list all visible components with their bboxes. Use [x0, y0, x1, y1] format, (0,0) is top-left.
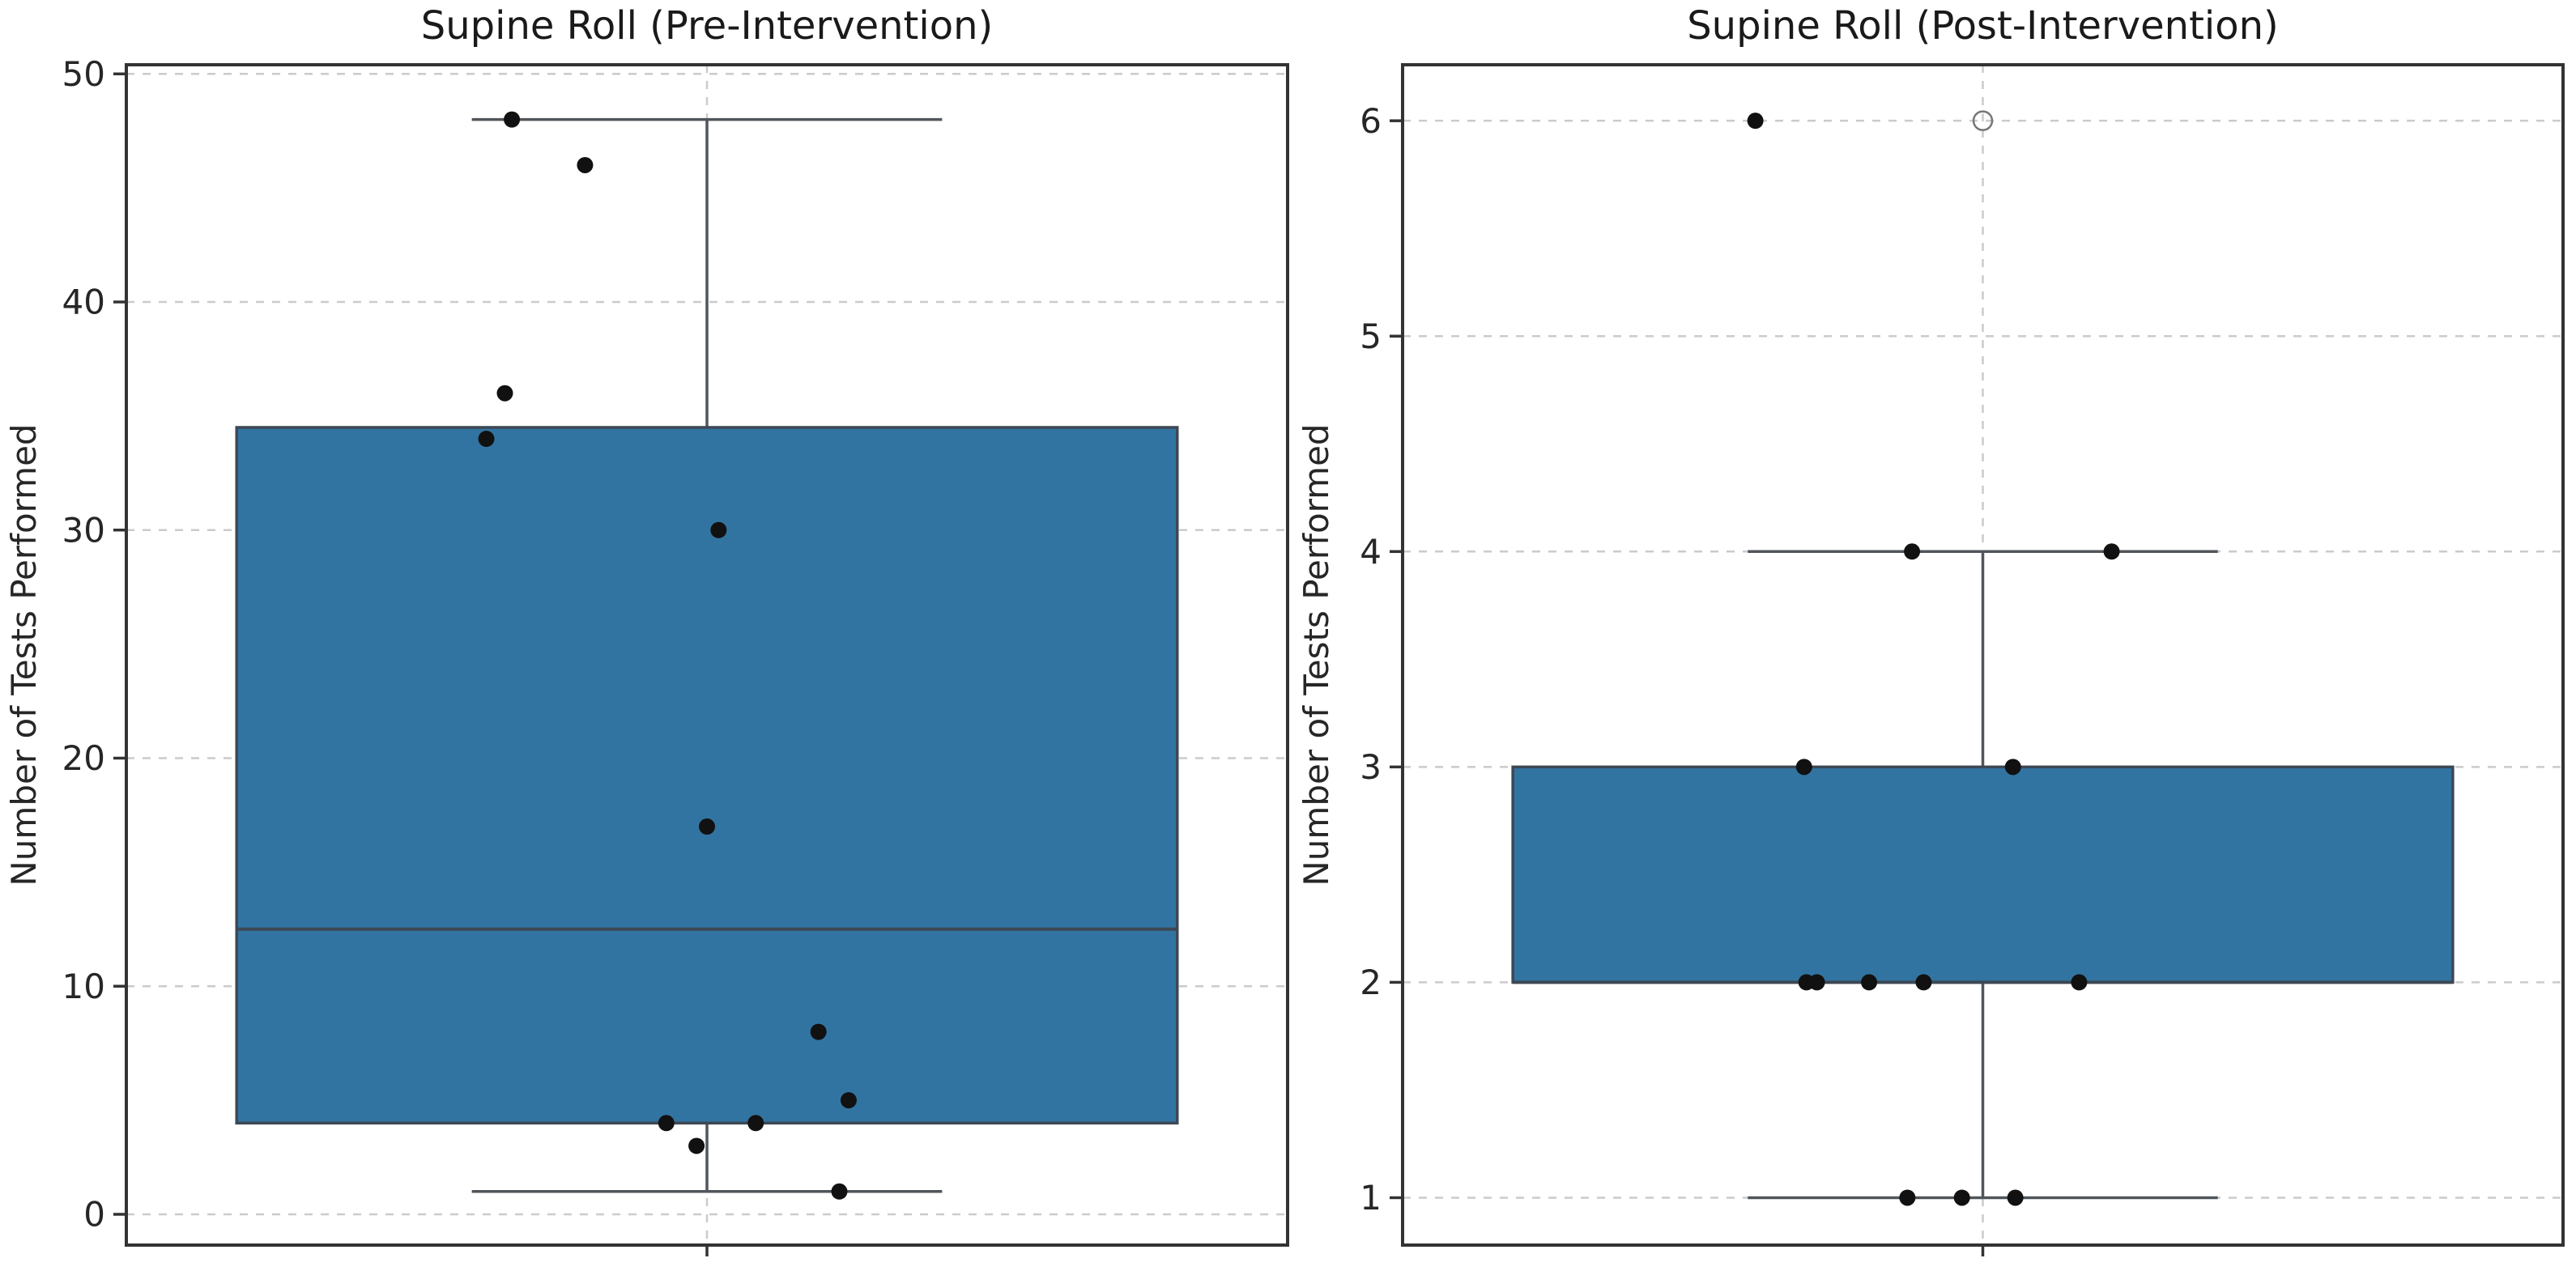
data-point-post-7: [1861, 974, 1877, 990]
data-point-post-3: [1796, 759, 1812, 775]
data-point-pre-8: [658, 1115, 675, 1131]
y-tick-label-0-pre: 0: [83, 1195, 105, 1235]
plot-title-post: Supine Roll (Post-Intervention): [1687, 3, 2279, 49]
data-point-pre-5: [699, 818, 715, 835]
y-tick-label-30-pre: 30: [62, 510, 105, 550]
data-point-post-0: [1748, 113, 1764, 129]
data-point-pre-1: [577, 157, 593, 173]
y-tick-label-20-pre: 20: [62, 738, 105, 778]
box-rect-pre: [236, 427, 1177, 1123]
y-tick-label-40-pre: 40: [62, 283, 105, 322]
data-point-post-8: [1915, 974, 1931, 990]
y-tick-label-6-post: 6: [1360, 101, 1382, 141]
data-point-post-10: [1899, 1189, 1915, 1205]
data-point-post-11: [1954, 1189, 1970, 1205]
data-point-post-6: [1809, 974, 1825, 990]
data-point-pre-9: [747, 1115, 764, 1131]
y-axis-label-post: Number of Tests Performed: [1297, 423, 1336, 886]
data-point-post-12: [2008, 1189, 2024, 1205]
y-tick-label-1-post: 1: [1360, 1178, 1382, 1218]
data-point-pre-2: [496, 385, 513, 402]
data-point-pre-3: [479, 431, 495, 447]
data-point-post-4: [2005, 759, 2021, 775]
box-rect-post: [1513, 767, 2453, 982]
data-point-post-1: [1904, 543, 1920, 559]
plot-title-pre: Supine Roll (Pre-Intervention): [421, 3, 993, 49]
data-point-pre-6: [811, 1024, 827, 1040]
data-point-pre-11: [831, 1184, 847, 1200]
y-axis-label-pre: Number of Tests Performed: [4, 423, 44, 886]
figure: 0 10 20 30 40 50 Supine Roll (Pre-Intervention…: [0, 0, 2576, 1288]
data-point-pre-4: [710, 522, 726, 538]
data-point-post-9: [2071, 974, 2087, 990]
y-tick-label-2-post: 2: [1360, 963, 1382, 1002]
data-point-pre-7: [841, 1092, 857, 1108]
data-point-pre-0: [504, 112, 520, 128]
boxplot-figure-canvas: 0 10 20 30 40 50 Supine Roll (Pre-Intervention…: [0, 0, 2576, 1288]
y-tick-label-3-post: 3: [1360, 747, 1382, 787]
y-tick-label-4-post: 4: [1360, 532, 1382, 572]
y-tick-label-5-post: 5: [1360, 317, 1382, 356]
y-tick-label-50-pre: 50: [62, 54, 105, 94]
data-point-post-2: [2104, 543, 2120, 559]
data-point-pre-10: [688, 1137, 705, 1154]
y-tick-label-10-pre: 10: [62, 967, 105, 1006]
